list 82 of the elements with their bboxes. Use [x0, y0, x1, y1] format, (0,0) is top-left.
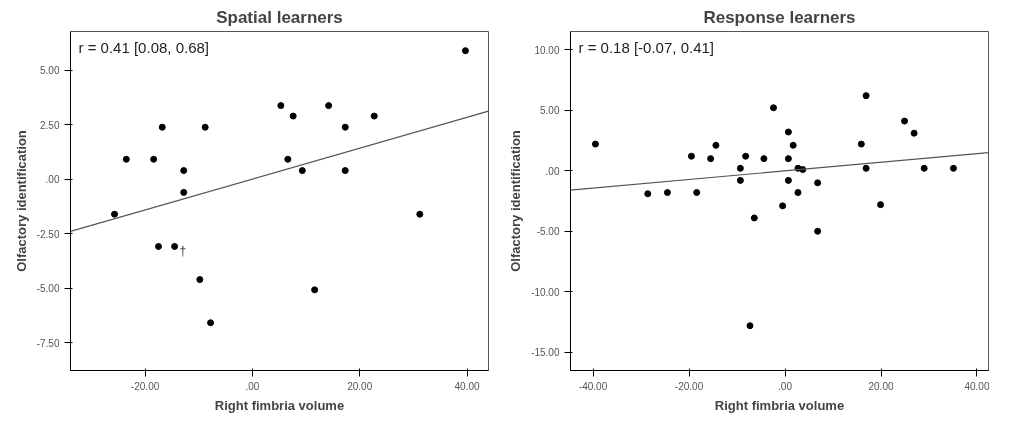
point	[784, 128, 792, 136]
y-tick-label: -2.50	[36, 228, 60, 240]
y-tick-label: -5.00	[36, 283, 60, 295]
point	[779, 202, 787, 210]
point	[370, 112, 378, 120]
point	[171, 242, 179, 250]
point	[663, 189, 671, 197]
point	[284, 155, 292, 163]
point	[862, 164, 870, 172]
x-tick-label: -20.00	[674, 380, 704, 392]
point	[180, 188, 188, 196]
x-axis-title: Right fimbria volume	[214, 397, 345, 413]
chart-title: Response learners	[703, 7, 856, 27]
point	[760, 155, 768, 163]
point	[298, 167, 306, 175]
point	[687, 152, 695, 160]
y-axis-title: Olfactory identification	[13, 130, 29, 272]
point	[784, 176, 792, 184]
x-axis-title: Right fimbria volume	[714, 397, 845, 413]
annotation: r = 0.41 [0.08, 0.68]	[78, 38, 210, 56]
point	[857, 140, 865, 148]
y-tick-label: -15.00	[531, 347, 560, 359]
point	[746, 322, 754, 330]
point	[155, 242, 162, 250]
x-tick-label: 20.00	[347, 380, 373, 392]
y-tick-label: 2.50	[40, 119, 60, 131]
point	[862, 92, 870, 100]
x-tick-label: 40.00	[454, 380, 480, 392]
x-tick-label: 20.00	[868, 380, 894, 392]
point	[341, 123, 349, 131]
point	[693, 189, 701, 197]
point	[201, 123, 209, 131]
point	[949, 164, 957, 172]
point	[770, 104, 777, 112]
point	[750, 214, 758, 222]
point	[877, 201, 885, 209]
point	[122, 155, 130, 163]
x-tick-label: 40.00	[964, 380, 990, 392]
point	[707, 155, 715, 163]
point	[111, 210, 118, 218]
chart-title: Spatial learners	[216, 7, 343, 27]
point	[180, 167, 188, 175]
point	[742, 152, 750, 160]
point	[207, 319, 215, 327]
x-tick-label: -20.00	[130, 380, 160, 392]
point	[196, 276, 204, 284]
point	[644, 190, 652, 198]
point	[784, 155, 792, 163]
point	[814, 179, 822, 187]
point	[150, 155, 158, 163]
point	[158, 123, 166, 131]
annotation: †	[179, 244, 187, 259]
point	[461, 47, 469, 55]
point	[901, 117, 909, 125]
point	[311, 286, 319, 294]
point	[789, 141, 797, 149]
y-tick-label: -5.00	[536, 226, 560, 238]
point	[920, 164, 928, 172]
point	[341, 167, 349, 175]
point	[712, 141, 720, 149]
x-tick-label: -40.00	[578, 380, 608, 392]
y-tick-label: 5.00	[40, 65, 60, 77]
point	[736, 164, 744, 172]
point	[416, 210, 424, 218]
point	[910, 129, 918, 137]
x-tick-label: .00	[245, 380, 260, 392]
y-tick-label: .00	[545, 165, 560, 177]
x-tick-label: .00	[778, 380, 793, 392]
point	[814, 227, 822, 235]
point	[736, 176, 744, 184]
point	[325, 102, 333, 110]
point	[289, 112, 297, 120]
y-tick-label: .00	[45, 174, 60, 186]
y-tick-label: -7.50	[36, 337, 60, 349]
y-tick-label: 5.00	[540, 105, 560, 117]
y-tick-label: -10.00	[531, 286, 560, 298]
point	[277, 102, 285, 110]
y-tick-label: 10.00	[534, 44, 560, 56]
point	[591, 140, 599, 148]
point	[794, 189, 802, 197]
annotation: r = 0.18 [-0.07, 0.41]	[578, 38, 715, 56]
y-axis-title: Olfactory identification	[508, 130, 524, 272]
